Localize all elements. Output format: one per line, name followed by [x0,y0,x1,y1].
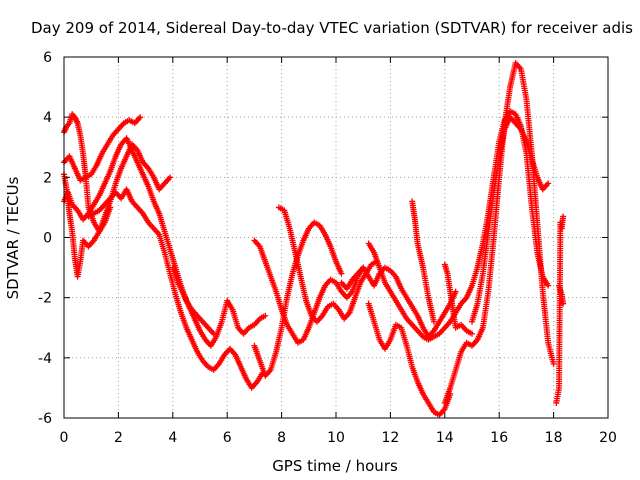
y-tick-label: 6 [43,50,52,66]
series-track-i [275,204,380,325]
data-point [545,282,552,289]
series-track-p [441,261,475,337]
data-point [560,300,567,307]
chart-title: Day 209 of 2014, Sidereal Day-to-day VTE… [31,19,633,37]
data-point [262,312,269,319]
data-point [545,180,552,187]
y-tick-label: -6 [38,411,52,427]
data-point [560,213,567,220]
y-tick-label: -2 [38,291,52,307]
series-track-e [85,186,266,391]
y-tick-label: 0 [43,231,52,247]
data-point [469,330,475,337]
series-track-q [553,213,567,406]
series-track-d [61,114,144,184]
series-track-l [409,198,437,325]
x-tick-label: 6 [223,430,232,446]
x-tick-label: 4 [168,430,177,446]
grid [64,57,608,418]
y-tick-label: -4 [38,351,52,367]
series-track-h [251,219,345,379]
data-point [210,330,217,337]
y-tick-label: 4 [43,110,52,126]
x-axis-label: GPS time / hours [272,457,398,475]
data-point [338,270,345,277]
x-tick-label: 20 [599,430,617,446]
series-track-a [61,135,217,337]
plot-frame [63,56,609,419]
series-track-g [251,237,367,346]
series-track-f [169,264,269,349]
data-point [452,288,459,295]
x-tick-label: 16 [490,430,508,446]
y-tick-label: 2 [43,170,52,186]
data-point [137,114,144,121]
series-track-m [365,108,552,343]
series-track-o [469,114,552,325]
x-tick-label: 0 [60,430,69,446]
data-point [167,174,174,181]
x-tick-labels: 0 2 4 6 8 10 12 14 16 18 20 [60,430,617,446]
x-tick-label: 10 [327,430,345,446]
data-points [61,60,567,418]
y-axis-label: SDTVAR / TECUs [4,176,22,299]
x-tick-label: 14 [436,430,454,446]
x-tick-label: 18 [545,430,563,446]
data-point [550,360,557,367]
x-tick-label: 8 [277,430,286,446]
data-point [430,318,437,325]
series-track-r [556,282,567,307]
y-tick-labels: -6 -4 -2 0 2 4 6 [38,50,52,427]
x-tick-label: 12 [381,430,399,446]
series-track-k [365,300,454,418]
x-tick-label: 2 [114,430,123,446]
series-track-c [61,141,174,280]
series-track-n [441,60,557,406]
